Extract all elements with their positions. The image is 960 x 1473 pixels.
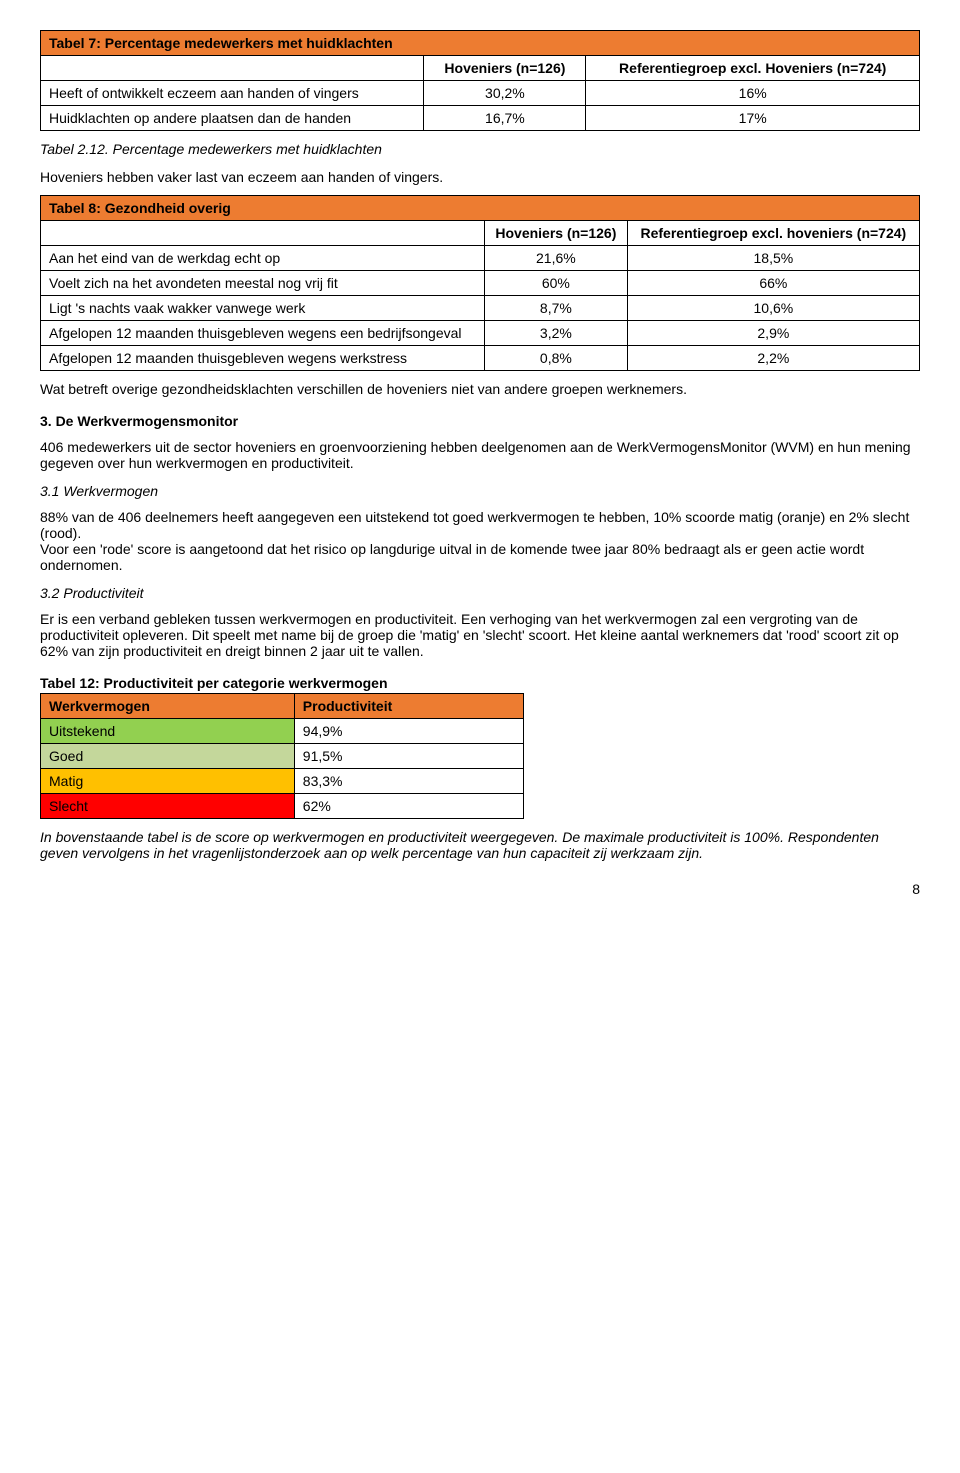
section3-title: 3. De Werkvermogensmonitor: [40, 413, 920, 429]
section3-p1: 406 medewerkers uit de sector hoveniers …: [40, 439, 920, 471]
table12-col2: Productiviteit: [294, 694, 523, 719]
section31-p: 88% van de 406 deelnemers heeft aangegev…: [40, 509, 920, 573]
table-row: Ligt 's nachts vaak wakker vanwege werk8…: [41, 296, 920, 321]
table7-title: Tabel 7: Percentage medewerkers met huid…: [41, 31, 920, 56]
table-row: Afgelopen 12 maanden thuisgebleven wegen…: [41, 346, 920, 371]
table-row: Goed91,5%: [41, 744, 524, 769]
table12-title: Tabel 12: Productiviteit per categorie w…: [40, 675, 920, 691]
table-row: Slecht62%: [41, 794, 524, 819]
table7-after: Hoveniers hebben vaker last van eczeem a…: [40, 169, 920, 185]
table8-col1: Hoveniers (n=126): [485, 221, 628, 246]
table-12: Werkvermogen Productiviteit Uitstekend94…: [40, 693, 524, 819]
table8-title: Tabel 8: Gezondheid overig: [41, 196, 920, 221]
section31-title: 3.1 Werkvermogen: [40, 483, 920, 499]
section32-title: 3.2 Productiviteit: [40, 585, 920, 601]
table-row: Huidklachten op andere plaatsen dan de h…: [41, 106, 920, 131]
table12-footnote: In bovenstaande tabel is de score op wer…: [40, 829, 920, 861]
table8-after: Wat betreft overige gezondheidsklachten …: [40, 381, 920, 397]
table7-caption: Tabel 2.12. Percentage medewerkers met h…: [40, 141, 920, 157]
table-row: Afgelopen 12 maanden thuisgebleven wegen…: [41, 321, 920, 346]
table12-col1: Werkvermogen: [41, 694, 295, 719]
page-number: 8: [40, 881, 920, 897]
table-row: Aan het eind van de werkdag echt op21,6%…: [41, 246, 920, 271]
table-row: Voelt zich na het avondeten meestal nog …: [41, 271, 920, 296]
table-8: Tabel 8: Gezondheid overig Hoveniers (n=…: [40, 195, 920, 371]
table-row: Heeft of ontwikkelt eczeem aan handen of…: [41, 81, 920, 106]
table7-col2: Referentiegroep excl. Hoveniers (n=724): [586, 56, 920, 81]
table7-col1: Hoveniers (n=126): [424, 56, 586, 81]
table-row: Uitstekend94,9%: [41, 719, 524, 744]
table8-col2: Referentiegroep excl. hoveniers (n=724): [627, 221, 919, 246]
section32-p: Er is een verband gebleken tussen werkve…: [40, 611, 920, 659]
table-row: Matig83,3%: [41, 769, 524, 794]
table-7: Tabel 7: Percentage medewerkers met huid…: [40, 30, 920, 131]
